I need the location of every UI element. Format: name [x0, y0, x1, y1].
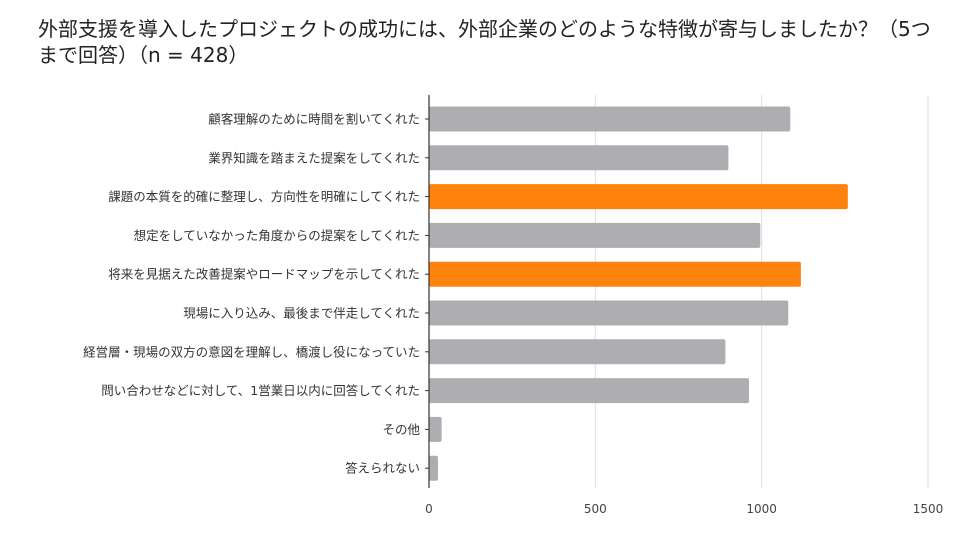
category-label: 将来を見据えた改善提案やロードマップを示してくれた — [108, 267, 420, 282]
bar — [429, 378, 750, 404]
bar — [429, 416, 442, 442]
category-label: 想定をしていなかった角度からの提案をしてくれた — [134, 228, 420, 243]
x-tick-label: 500 — [584, 502, 607, 516]
category-label: 顧客理解のために時間を割いてくれた — [208, 112, 420, 127]
category-label: 現場に入り込み、最後まで伴走してくれた — [183, 306, 420, 321]
bar — [429, 455, 438, 481]
chart-title: 外部支援を導入したプロジェクトの成功には、外部企業のどのような特徴が寄与しました… — [38, 17, 931, 67]
bar — [429, 184, 848, 210]
category-label: 問い合わせなどに対して、1営業日以内に回答してくれた — [101, 383, 420, 398]
x-tick-label: 1500 — [913, 502, 944, 516]
bar — [429, 339, 726, 365]
bar — [429, 300, 789, 326]
x-tick-label: 1000 — [746, 502, 777, 516]
bar — [429, 145, 729, 171]
x-tick-label: 0 — [425, 502, 433, 516]
bar — [429, 261, 801, 287]
category-label: その他 — [382, 422, 420, 437]
category-label: 答えられない — [345, 461, 420, 476]
category-label: 課題の本質を的確に整理し、方向性を明確にしてくれた — [108, 189, 420, 204]
bar — [429, 106, 791, 132]
category-label: 業界知識を踏まえた提案をしてくれた — [208, 150, 420, 165]
bar — [429, 222, 761, 248]
category-label: 経営層・現場の双方の意図を理解し、橋渡し役になっていた — [83, 344, 420, 359]
